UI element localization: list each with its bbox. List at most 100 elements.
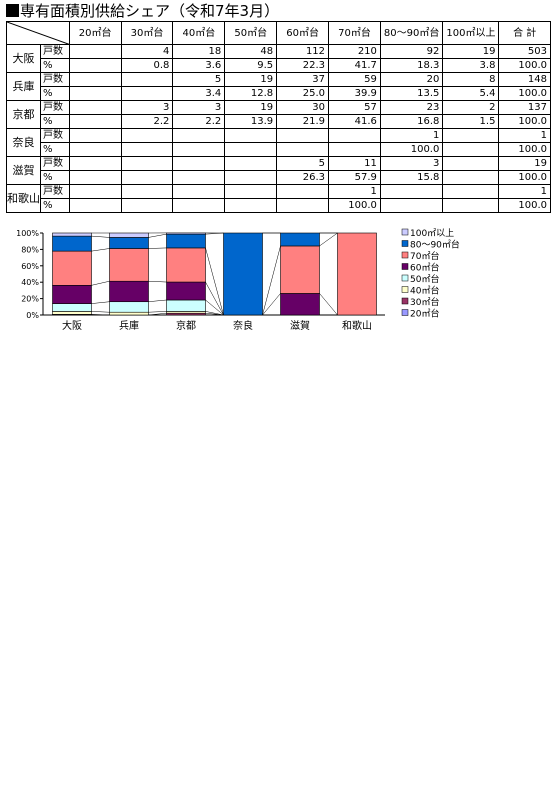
count-cell xyxy=(68,72,122,87)
series-line xyxy=(91,301,110,304)
series-line xyxy=(148,280,167,283)
count-cell: 148 xyxy=(498,72,551,87)
count-cell xyxy=(172,128,226,143)
column-header: 50㎡台 xyxy=(224,21,278,45)
series-line xyxy=(148,311,167,313)
legend-label: 50㎡台 xyxy=(410,273,439,285)
count-cell: 23 xyxy=(379,100,444,115)
diagonal-divider xyxy=(7,22,69,44)
series-line xyxy=(148,233,167,238)
pct-cell xyxy=(224,198,278,213)
row-label-count: 戸数 xyxy=(40,128,70,143)
count-cell: 11 xyxy=(328,156,381,171)
count-cell: 3 xyxy=(120,100,174,115)
count-cell xyxy=(68,156,122,171)
pct-cell xyxy=(328,142,381,157)
pct-cell: 13.9 xyxy=(224,114,278,129)
x-category-label: 和歌山 xyxy=(342,319,372,332)
table-row-count: 滋賀 戸数 5 11 3 19 xyxy=(6,156,551,185)
pct-cell xyxy=(172,142,226,157)
legend-label: 60㎡台 xyxy=(410,262,439,274)
count-cell xyxy=(379,184,444,199)
pct-cell: 21.9 xyxy=(276,114,330,129)
column-header: 20㎡台 xyxy=(68,21,122,45)
count-cell: 20 xyxy=(379,72,444,87)
legend-label: 80～90㎡台 xyxy=(410,239,460,251)
table-row-pct: % 26.3 57.9 15.8 100.0 xyxy=(7,170,551,185)
pct-cell xyxy=(68,170,122,185)
pct-cell: 100.0 xyxy=(498,58,551,73)
count-cell: 210 xyxy=(328,44,381,59)
pct-cell xyxy=(442,170,500,185)
series-line xyxy=(205,247,224,316)
count-cell: 1 xyxy=(498,128,551,143)
row-label-pct: % xyxy=(40,114,70,129)
count-cell xyxy=(68,44,122,59)
legend-label: 30㎡台 xyxy=(410,296,439,308)
pct-cell: 100.0 xyxy=(498,114,551,129)
pct-cell: 100.0 xyxy=(498,170,551,185)
row-label-pct: % xyxy=(40,142,70,157)
bar-segment xyxy=(280,245,320,294)
bar-segment xyxy=(166,233,206,249)
pct-cell: 16.8 xyxy=(379,114,444,129)
count-cell: 30 xyxy=(276,100,330,115)
pct-cell xyxy=(172,170,226,185)
pct-cell xyxy=(68,58,122,73)
legend-label: 70㎡台 xyxy=(410,250,439,262)
pct-cell xyxy=(276,198,330,213)
pct-cell: 100.0 xyxy=(498,86,551,101)
count-cell: 37 xyxy=(276,72,330,87)
table-corner-cell xyxy=(6,21,70,45)
series-line xyxy=(91,248,110,252)
pct-cell xyxy=(68,142,122,157)
pct-cell: 41.7 xyxy=(328,58,381,73)
pct-cell: 25.0 xyxy=(276,86,330,101)
bar-segment xyxy=(166,247,206,283)
row-label-count: 戸数 xyxy=(40,156,70,171)
pct-cell: 3.6 xyxy=(172,58,226,73)
row-label-pct: % xyxy=(40,198,70,213)
count-cell xyxy=(120,72,174,87)
bar-segment xyxy=(52,311,92,315)
column-header: 80～90㎡台 xyxy=(379,21,444,45)
count-cell xyxy=(68,184,122,199)
bar-segment xyxy=(109,311,149,316)
bar-segment xyxy=(166,299,206,312)
column-header: 100㎡以上 xyxy=(442,21,500,45)
y-tick-label: 40% xyxy=(21,278,39,287)
bar-segment xyxy=(109,237,149,249)
count-cell: 19 xyxy=(224,72,278,87)
pct-cell xyxy=(442,142,500,157)
bar-segment xyxy=(337,232,377,316)
prefecture-label: 兵庫 xyxy=(6,72,41,101)
legend-swatch xyxy=(401,297,409,305)
bar-segment xyxy=(223,232,263,316)
pct-cell: 26.3 xyxy=(276,170,330,185)
table-row-pct: % 3.4 12.8 25.0 39.9 13.5 5.4 100.0 xyxy=(7,86,551,101)
pct-cell xyxy=(68,198,122,213)
table-row-pct: % 2.2 2.2 13.9 21.9 41.6 16.8 1.5 100.0 xyxy=(7,114,551,129)
table-header-row: 20㎡台 30㎡台 40㎡台 50㎡台 60㎡台 70㎡台 80～90㎡台 100㎡以上合 計 xyxy=(6,21,551,45)
series-line xyxy=(205,299,224,316)
table-row-count: 京都 戸数 3 3 19 30 57 23 2 137 xyxy=(6,100,551,129)
count-cell xyxy=(442,156,500,171)
count-cell xyxy=(172,156,226,171)
supply-share-table: 20㎡台 30㎡台 40㎡台 50㎡台 60㎡台 70㎡台 80～90㎡台 100㎡以上合 計… xyxy=(6,21,551,213)
page-title: 専有面積別供給シェア（令和7年3月） xyxy=(6,2,279,20)
pct-cell: 57.9 xyxy=(328,170,381,185)
pct-cell: 22.3 xyxy=(276,58,330,73)
count-cell: 5 xyxy=(276,156,330,171)
bar-segment xyxy=(52,285,92,304)
table-row-count: 和歌山 戸数 1 1 xyxy=(6,184,551,213)
count-cell xyxy=(224,184,278,199)
prefecture-label: 滋賀 xyxy=(6,156,41,185)
pct-cell: 0.8 xyxy=(120,58,174,73)
series-line xyxy=(205,311,224,316)
count-cell: 3 xyxy=(379,156,444,171)
prefecture-label: 奈良 xyxy=(6,128,41,157)
row-label-count: 戸数 xyxy=(40,184,70,199)
bar-segment xyxy=(280,232,320,247)
prefecture-label: 大阪 xyxy=(6,44,41,73)
series-line xyxy=(91,280,110,286)
